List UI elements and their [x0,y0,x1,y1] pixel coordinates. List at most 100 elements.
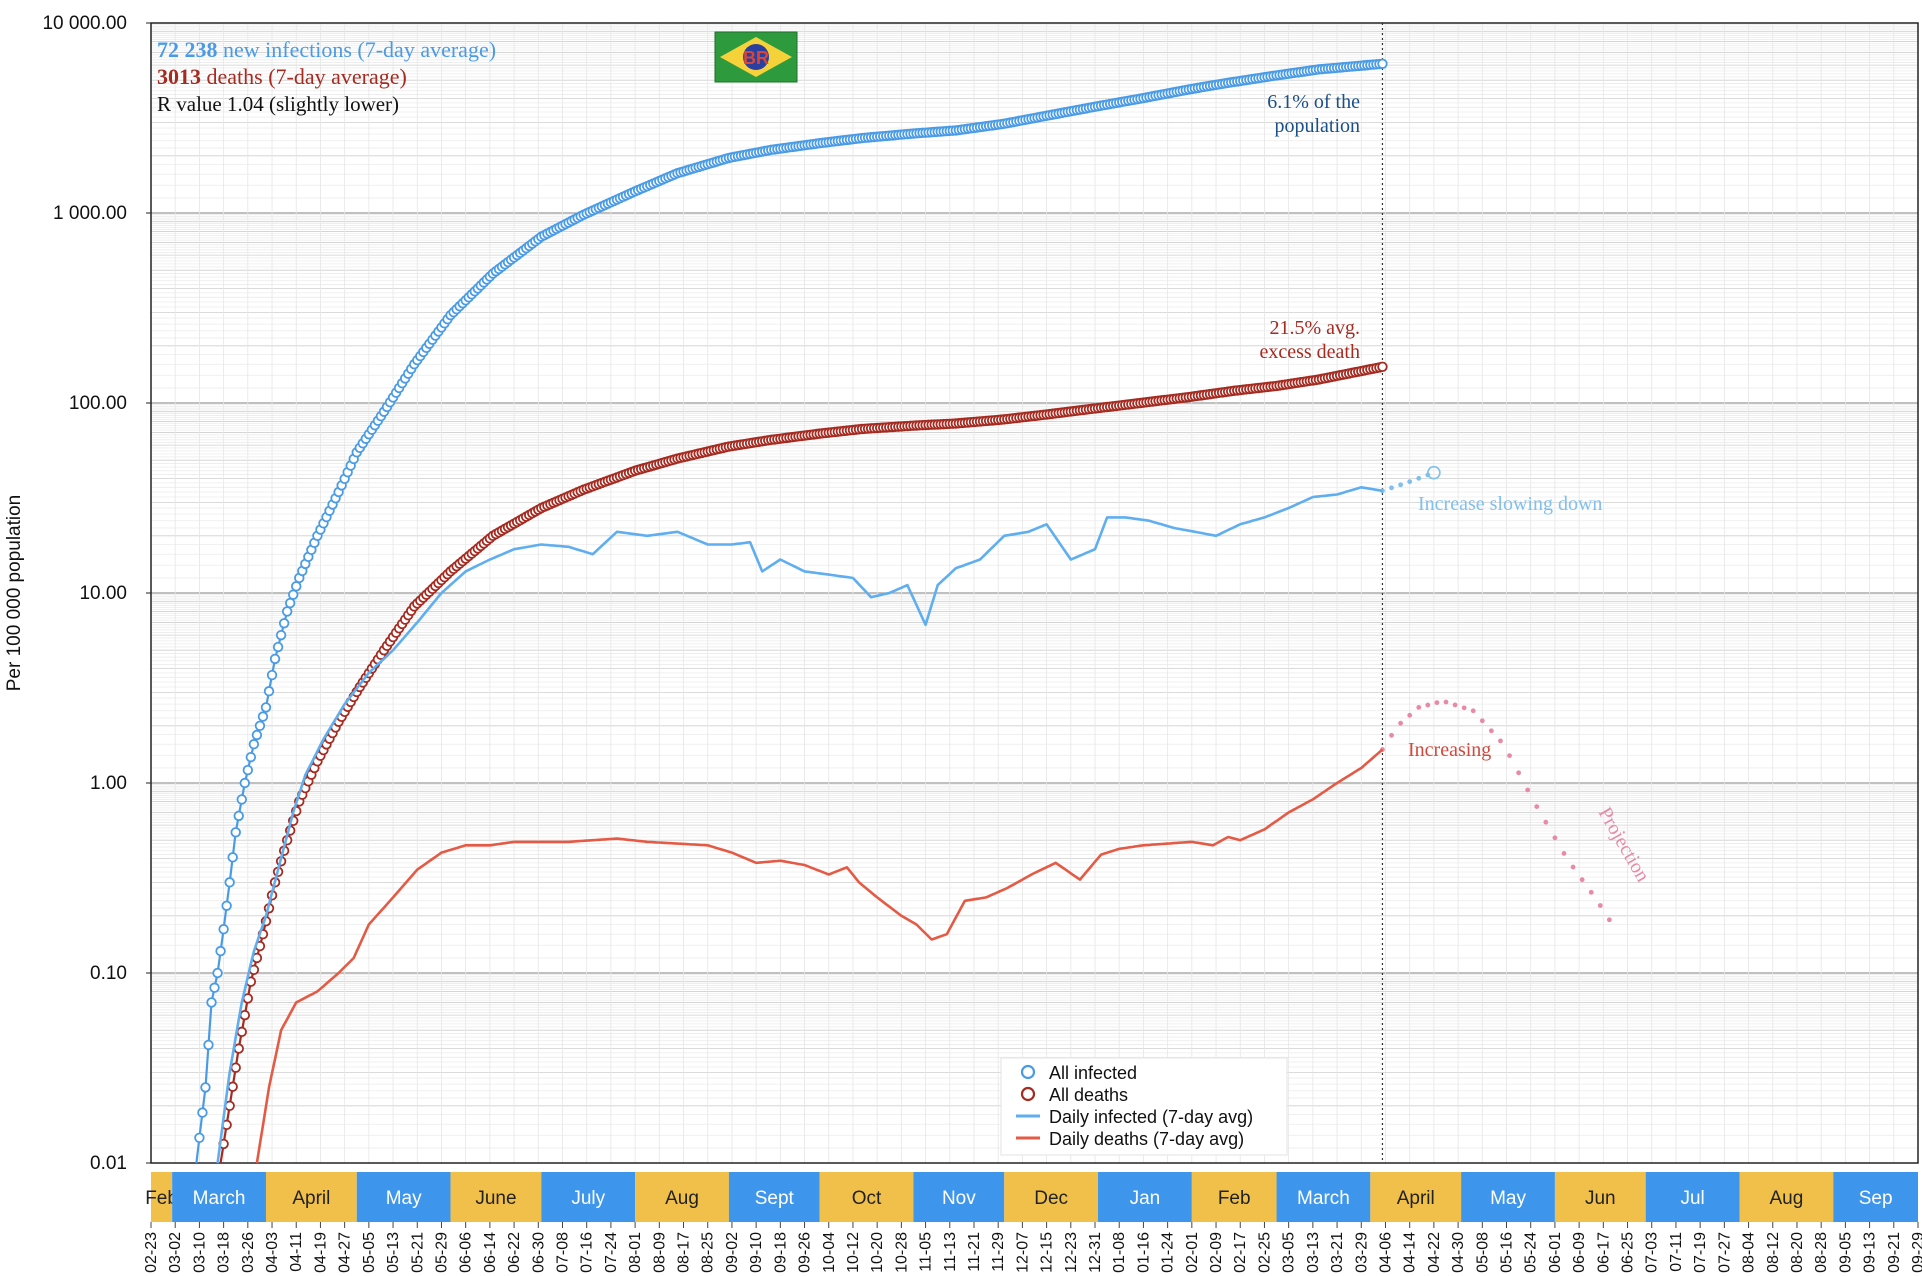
x-tick-label: 05-16 [1499,1232,1516,1273]
x-tick-label: 09-26 [797,1232,814,1273]
y-axis-label: Per 100 000 population [4,495,25,692]
series-point-all-infected [272,641,284,653]
series-point-all-infected [263,686,275,697]
infections-value: 72 238 [157,37,218,62]
month-label: June [475,1188,516,1209]
series-point-all-deaths [233,1043,244,1054]
legend-label-daily-deaths: Daily deaths (7-day avg) [1049,1129,1244,1149]
x-tick-label: 06-22 [506,1232,523,1273]
x-tick-label: 01-24 [1160,1232,1177,1273]
deaths-projection-dot [1425,702,1431,708]
x-axis-ticks: 02-23 03-02 03-10 03-18 03-26 04-03 04-11 04-19… [143,1222,1922,1273]
x-tick-label: 09-10 [748,1232,765,1273]
series-line-daily-infected-7-day-avg [216,486,1383,1164]
x-tick-label: 03-10 [191,1232,208,1273]
series-point-all-infected [236,794,247,805]
deaths-projection-dot [1389,732,1394,738]
x-tick-label: 03-02 [167,1232,184,1273]
x-tick-label: 05-29 [433,1232,450,1273]
series-point-all-infected [221,900,232,911]
month-label: Sep [1859,1188,1893,1209]
legend-label-daily-infected: Daily infected (7-day avg) [1049,1107,1253,1127]
series-point-all-infected [266,669,278,681]
month-band [635,1172,729,1222]
legend-marker-all-infected [1020,1064,1036,1080]
series-point-all-deaths [239,1009,250,1021]
x-tick-label: 03-05 [1281,1232,1298,1273]
x-tick-label: 04-19 [312,1232,329,1273]
deaths-projection-dot [1579,877,1585,883]
month-band [1739,1172,1834,1222]
series-point-all-deaths [227,1081,238,1092]
x-tick-label: 10-28 [893,1232,910,1273]
infected-projection-dot [1407,479,1413,485]
month-label: July [571,1188,605,1209]
x-tick-label: 11-13 [942,1232,959,1272]
x-tick-label: 05-05 [361,1232,378,1273]
x-tick-label: 08-20 [1789,1232,1806,1273]
month-band [1645,1172,1740,1222]
month-band [1554,1172,1646,1222]
y-axis-ticks: 0.01 0.10 1.00 10.00 100.00 1 000.00 10 000.00 [42,13,151,1174]
month-band [1461,1172,1555,1222]
header-stats: 72 238 new infections (7-day average) 30… [157,37,496,116]
x-tick-label: 06-14 [482,1232,499,1273]
deaths-projection-dot [1570,864,1576,870]
increase-slowing-note: Increase slowing down [1418,493,1602,515]
x-tick-label: 04-27 [337,1232,354,1273]
brazil-flag-icon: BR [714,31,798,83]
x-tick-label: 03-13 [1305,1232,1322,1273]
deaths-projection-dot [1443,699,1449,705]
deaths-projection-dot [1470,708,1476,714]
x-tick-label: 08-09 [651,1232,668,1273]
series-point-all-infected [284,597,296,609]
x-tick-label: 02-25 [1256,1232,1273,1273]
deaths-label: deaths (7-day average) [201,64,407,89]
projection-arrow-icon [1427,465,1441,480]
r-value-stat: R value 1.04 (slightly lower) [157,92,399,116]
series-point-all-infected [251,729,263,741]
deaths-projection-dot [1398,720,1404,726]
series-point-all-infected [269,653,281,665]
x-tick-label: 03-21 [1329,1232,1346,1273]
x-tick-label: 07-24 [603,1232,620,1273]
deaths-projection-dot [1488,728,1494,734]
month-band [1004,1172,1099,1222]
deaths-projection-dot [1407,712,1413,718]
population-note-line1: 6.1% of the [1267,91,1360,113]
month-band [450,1172,542,1222]
x-tick-label: 07-27 [1716,1232,1733,1273]
deaths-stat: 3013 deaths (7-day average) [157,64,407,89]
series-point-all-infected [212,967,223,979]
series-point-all-infected [281,606,293,617]
y-tick-label: 100.00 [69,393,127,414]
series-point-all-infected [257,711,269,722]
month-band [728,1172,820,1222]
legend: All infected All deaths Daily infected (… [1000,1057,1288,1156]
x-tick-label: 04-14 [1402,1232,1419,1273]
series-point-all-infected [242,764,254,776]
series-point-all-infected [245,751,257,763]
infections-label: new infections (7-day average) [218,37,497,62]
x-tick-label: 07-11 [1668,1232,1685,1272]
x-tick-label: 08-04 [1741,1232,1758,1273]
x-tick-label: 01-08 [1111,1232,1128,1273]
month-label: Aug [665,1188,699,1209]
x-tick-label: 01-16 [1135,1232,1152,1273]
deaths-projection-dot [1434,700,1440,706]
series-point-all-infected [224,877,235,888]
legend-marker-all-deaths [1020,1086,1036,1102]
x-tick-label: 10-04 [821,1232,838,1273]
deaths-projection-dot [1534,804,1540,810]
y-tick-label: 1.00 [90,773,127,794]
population-note-line2: population [1274,115,1360,137]
x-tick-label: 06-17 [1595,1232,1612,1273]
month-label: Dec [1034,1188,1068,1209]
deaths-projection-dot [1452,702,1458,708]
x-tick-label: 07-16 [579,1232,596,1273]
x-tick-label: 06-25 [1620,1232,1637,1273]
month-label: Jul [1680,1188,1704,1209]
x-tick-label: 05-13 [385,1232,402,1273]
x-tick-label: 09-13 [1862,1232,1879,1273]
legend-label-all-infected: All infected [1049,1063,1137,1083]
